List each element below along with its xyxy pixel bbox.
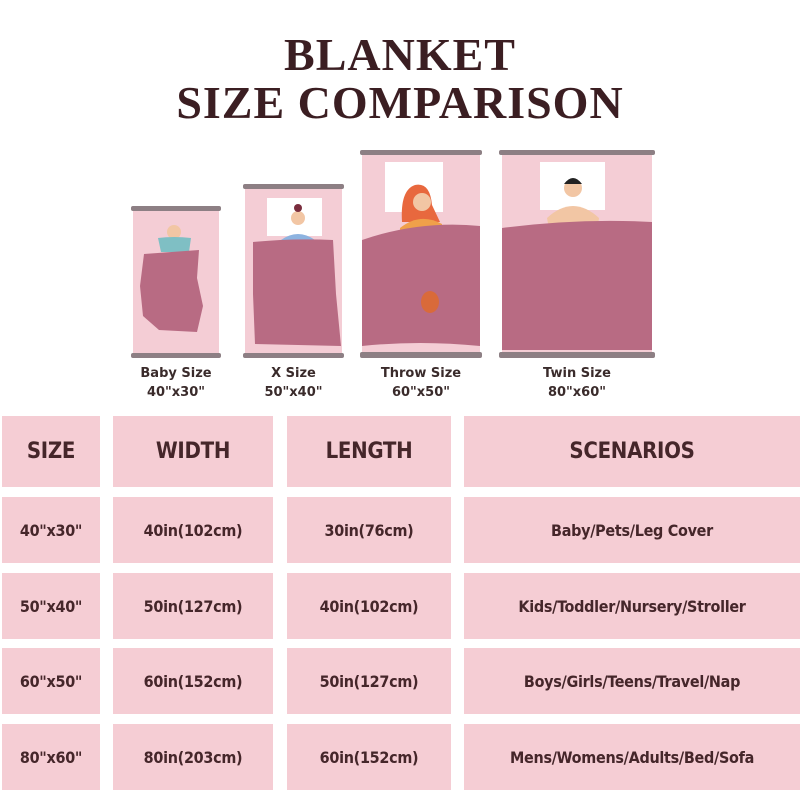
header-length: LENGTH [287, 416, 451, 487]
cell-length: 40in(102cm) [287, 573, 451, 639]
blanket-dims: 80"x60" [547, 385, 607, 400]
cell-width: 50in(127cm) [113, 573, 273, 639]
cell-length: 30in(76cm) [287, 497, 451, 563]
cell-length: 50in(127cm) [287, 648, 451, 714]
header-width: WIDTH [113, 416, 273, 487]
cell-scenarios: Baby/Pets/Leg Cover [464, 497, 800, 563]
blanket-dims: 50"x40" [264, 385, 323, 400]
baby-blanket-illustration [131, 206, 221, 358]
cell-scenarios: Boys/Girls/Teens/Travel/Nap [464, 648, 800, 714]
blanket-dims: 60"x50" [391, 385, 451, 400]
blanket-label-x: X Size 50"x40" [243, 364, 344, 402]
blanket-label-throw: Throw Size 60"x50" [360, 364, 482, 402]
blanket-label-twin: Twin Size 80"x60" [499, 364, 655, 402]
cell-size: 80"x60" [2, 724, 100, 790]
throw-size-blanket-illustration [360, 150, 482, 358]
blanket-name: X Size [271, 366, 316, 381]
header-scenarios: SCENARIOS [464, 416, 800, 487]
cell-length: 60in(152cm) [287, 724, 451, 790]
title-line-1: BLANKET [284, 29, 516, 80]
cell-size: 50"x40" [2, 573, 100, 639]
cell-scenarios: Mens/Womens/Adults/Bed/Sofa [464, 724, 800, 790]
cell-width: 40in(102cm) [113, 497, 273, 563]
blanket-label-baby: Baby Size 40"x30" [126, 364, 226, 402]
cell-width: 80in(203cm) [113, 724, 273, 790]
blanket-name: Twin Size [543, 366, 611, 381]
cell-scenarios: Kids/Toddler/Nursery/Stroller [464, 573, 800, 639]
cell-size: 40"x30" [2, 497, 100, 563]
twin-size-blanket-illustration [499, 150, 655, 358]
blanket-dims: 40"x30" [146, 385, 206, 400]
header-size: SIZE [2, 416, 100, 487]
cell-width: 60in(152cm) [113, 648, 273, 714]
cell-size: 60"x50" [2, 648, 100, 714]
title-line-2: SIZE COMPARISON [176, 77, 624, 128]
x-size-blanket-illustration [243, 184, 344, 358]
blanket-name: Baby Size [140, 366, 212, 381]
blanket-name: Throw Size [380, 366, 462, 381]
